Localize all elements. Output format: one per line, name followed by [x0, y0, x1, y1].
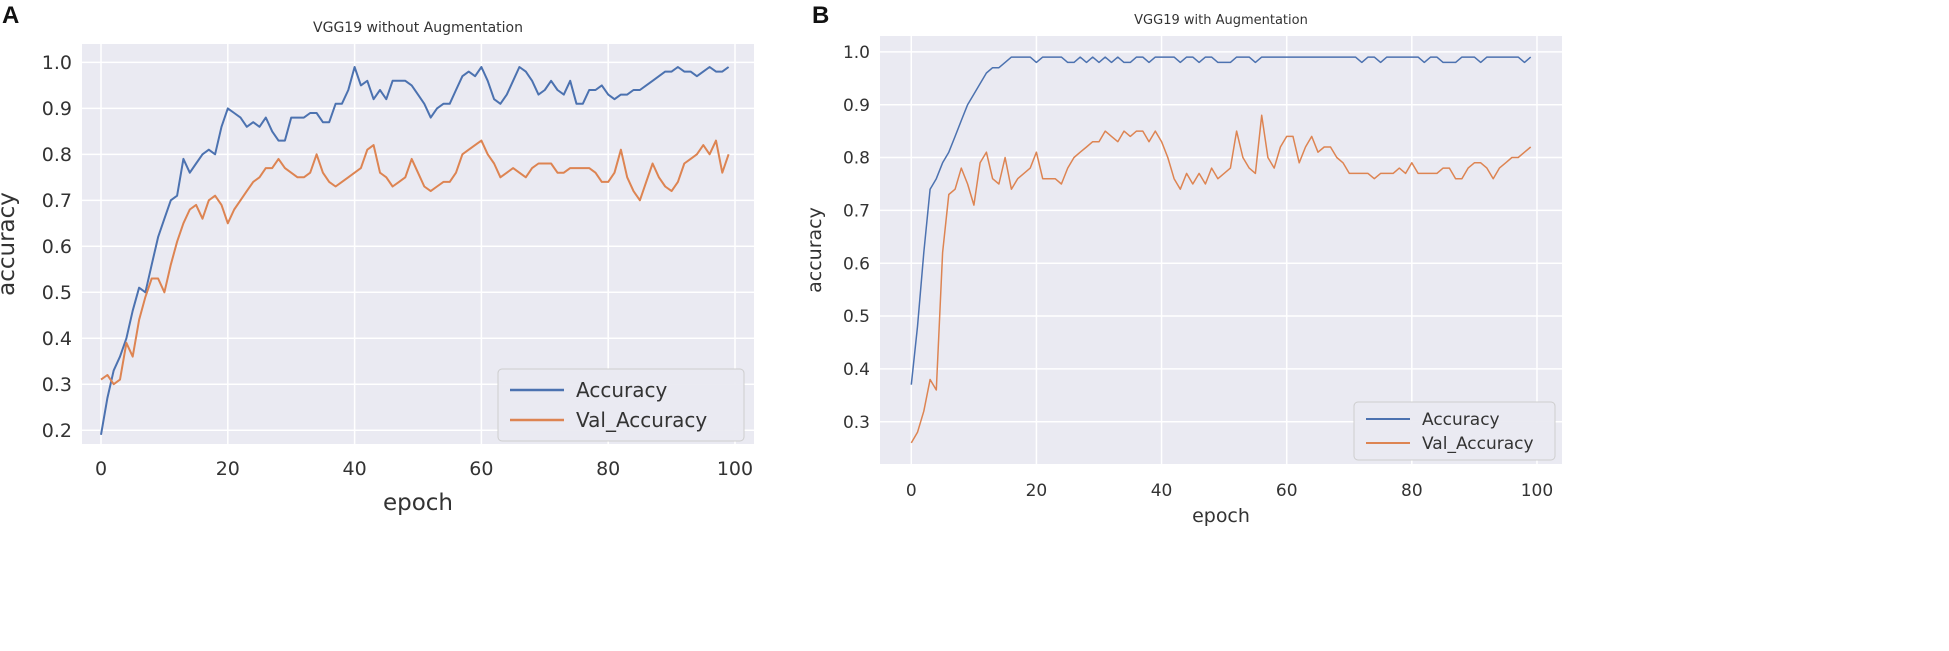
chart-a-y-tick-label: 0.4 — [42, 328, 72, 350]
chart-a-x-tick-label: 80 — [596, 458, 620, 480]
chart-a-y-tick-label: 0.8 — [42, 144, 72, 166]
chart-a-y-tick-label: 0.2 — [42, 420, 72, 442]
chart-b-y-tick-label: 0.9 — [843, 96, 870, 116]
chart-b-series-line-val-accuracy — [910, 114, 1532, 444]
chart-b-title: VGG19 with Augmentation — [1134, 13, 1308, 28]
chart-b-x-tick-label: 20 — [1026, 481, 1048, 501]
chart-b-y-tick-label: 0.6 — [843, 254, 870, 274]
chart-b-y-tick-label: 0.7 — [843, 201, 870, 221]
chart-a-x-tick-label: 60 — [469, 458, 493, 480]
chart-a-legend — [497, 368, 745, 442]
chart-a: 0 20 40 60 80 100 0.2 0.3 0.4 0.5 0.6 0.7 0.8 0.9 1.0 V… — [0, 20, 754, 516]
chart-b-series-line-accuracy — [910, 56, 1532, 385]
chart-a-series-line-accuracy — [100, 66, 730, 435]
chart-a-y-tick-label: 0.3 — [42, 374, 72, 396]
chart-b-y-tick-label: 0.5 — [843, 307, 870, 327]
chart-b-y-axis-label: accuracy — [804, 207, 826, 293]
panel-b-letter: B — [812, 2, 830, 29]
chart-a-y-tick-label: 1.0 — [42, 52, 72, 74]
panel-a-letter: A — [2, 2, 20, 29]
chart-a-x-tick-label: 0 — [95, 458, 107, 480]
chart-a-x-tick-label: 40 — [343, 458, 367, 480]
chart-a-x-tick-label: 20 — [216, 458, 240, 480]
chart-b-x-tick-label: 40 — [1151, 481, 1173, 501]
chart-a-y-tick-label: 0.6 — [42, 236, 72, 258]
chart-a-series-line-val-accuracy — [100, 139, 730, 386]
chart-b-legend-label-val-accuracy: Val_Accuracy — [1422, 434, 1534, 454]
chart-b-x-tick-label: 60 — [1276, 481, 1298, 501]
chart-b-x-tick-label: 0 — [906, 481, 917, 501]
chart-b: 0 20 40 60 80 100 0.3 0.4 0.5 0.6 0.7 0.8 0.9 1.0 VGG1… — [804, 13, 1562, 527]
chart-b-legend-label-accuracy: Accuracy — [1422, 410, 1500, 430]
chart-a-title: VGG19 without Augmentation — [313, 20, 523, 36]
chart-a-y-tick-label: 0.7 — [42, 190, 72, 212]
chart-b-y-tick-label: 0.3 — [843, 413, 870, 433]
chart-a-y-tick-label: 0.5 — [42, 282, 72, 304]
chart-b-y-tick-label: 0.8 — [843, 149, 870, 169]
chart-b-legend — [1353, 401, 1556, 461]
chart-a-legend-label-val-accuracy: Val_Accuracy — [576, 408, 707, 432]
chart-b-y-tick-label: 1.0 — [843, 43, 870, 63]
chart-a-x-axis-label: epoch — [383, 490, 453, 516]
chart-b-y-tick-label: 0.4 — [843, 360, 870, 380]
chart-a-legend-label-accuracy: Accuracy — [576, 378, 667, 402]
chart-b-x-tick-label: 80 — [1401, 481, 1423, 501]
chart-a-y-axis-label: accuracy — [0, 192, 20, 296]
chart-a-y-tick-label: 0.9 — [42, 98, 72, 120]
chart-b-x-tick-label: 100 — [1521, 481, 1553, 501]
chart-a-x-tick-label: 100 — [717, 458, 753, 480]
chart-b-x-axis-label: epoch — [1192, 505, 1250, 527]
chart-b-plot-area — [880, 36, 1562, 464]
